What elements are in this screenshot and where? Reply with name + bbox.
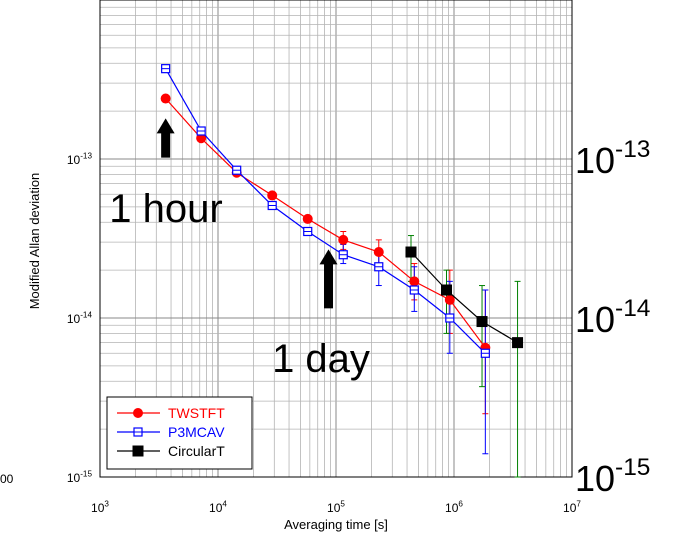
annotations: 1 hour 1 day: [109, 118, 370, 381]
legend-marker-circulart: [132, 445, 144, 457]
x-tick-label: 103: [91, 500, 109, 515]
annotation-arrow-shaft: [324, 263, 334, 309]
annotation-label: 1 day: [272, 337, 370, 381]
right-axis-label: 10-14: [575, 295, 650, 340]
data-point-circulart: [405, 246, 417, 258]
legend-label-p3mcav: P3MCAV: [168, 424, 225, 440]
data-point-twstft: [302, 213, 313, 224]
legend: TWSTFT P3MCAV CircularT: [106, 396, 253, 470]
legend-label-circulart: CircularT: [168, 443, 225, 459]
y-tick-label: 10-15: [67, 470, 93, 485]
data-point-circulart: [476, 316, 488, 328]
x-tick-label: 106: [445, 500, 463, 515]
y-tick-label: 10-13: [67, 152, 93, 167]
x-tick-label: 105: [327, 500, 345, 515]
x-tick-label: 104: [209, 500, 227, 515]
data-point-twstft: [409, 276, 420, 287]
right-axis-label: 10-15: [575, 454, 650, 499]
grid: [100, 0, 572, 477]
annotation-arrow-shaft: [161, 132, 171, 158]
annotation-arrow-head: [156, 118, 175, 134]
x-axis-label: Averaging time [s]: [284, 517, 388, 532]
annotation-label: 1 hour: [109, 187, 222, 231]
data-point-twstft: [338, 234, 349, 245]
series-line-p3mcav: [165, 68, 486, 354]
legend-box: [106, 396, 253, 470]
series-line-twstft: [165, 98, 486, 349]
data-point-circulart: [441, 284, 453, 296]
data-point-twstft: [373, 247, 384, 258]
right-axis-label: 10-13: [575, 136, 650, 181]
x-tick-label: 107: [563, 500, 581, 515]
data-point-twstft: [444, 294, 455, 305]
cut-off-label: 00: [0, 472, 14, 486]
data-point-twstft: [267, 190, 278, 201]
plot-frame: [99, 0, 573, 478]
legend-marker-twstft: [133, 408, 143, 418]
y-axis-label: Modified Allan deviation: [27, 173, 42, 310]
annotation-arrow-head: [319, 249, 338, 265]
legend-label-twstft: TWSTFT: [168, 405, 225, 421]
y-tick-label: 10-14: [67, 311, 93, 326]
data-point-twstft: [160, 93, 171, 104]
series: [160, 64, 524, 358]
data-point-circulart: [512, 337, 524, 349]
series-line-circulart: [410, 251, 518, 344]
